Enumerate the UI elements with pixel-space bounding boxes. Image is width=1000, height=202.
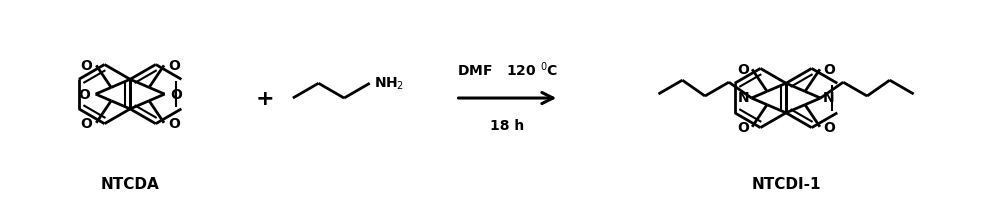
Text: O: O	[823, 63, 835, 77]
Text: O: O	[168, 59, 180, 73]
Text: +: +	[256, 89, 275, 108]
Text: O: O	[80, 59, 92, 73]
Text: O: O	[737, 120, 749, 134]
Text: O: O	[823, 120, 835, 134]
Text: O: O	[171, 88, 182, 102]
Text: O: O	[80, 116, 92, 130]
Text: O: O	[168, 116, 180, 130]
Text: 18 h: 18 h	[490, 118, 525, 132]
Text: NH$_2$: NH$_2$	[374, 76, 404, 92]
Text: O: O	[737, 63, 749, 77]
Text: NTCDI-1: NTCDI-1	[751, 176, 821, 191]
Text: NTCDA: NTCDA	[101, 176, 160, 191]
Text: O: O	[78, 88, 90, 102]
Text: N: N	[738, 91, 750, 104]
Text: DMF   120 $^0$C: DMF 120 $^0$C	[457, 60, 558, 79]
Text: N: N	[823, 91, 834, 104]
